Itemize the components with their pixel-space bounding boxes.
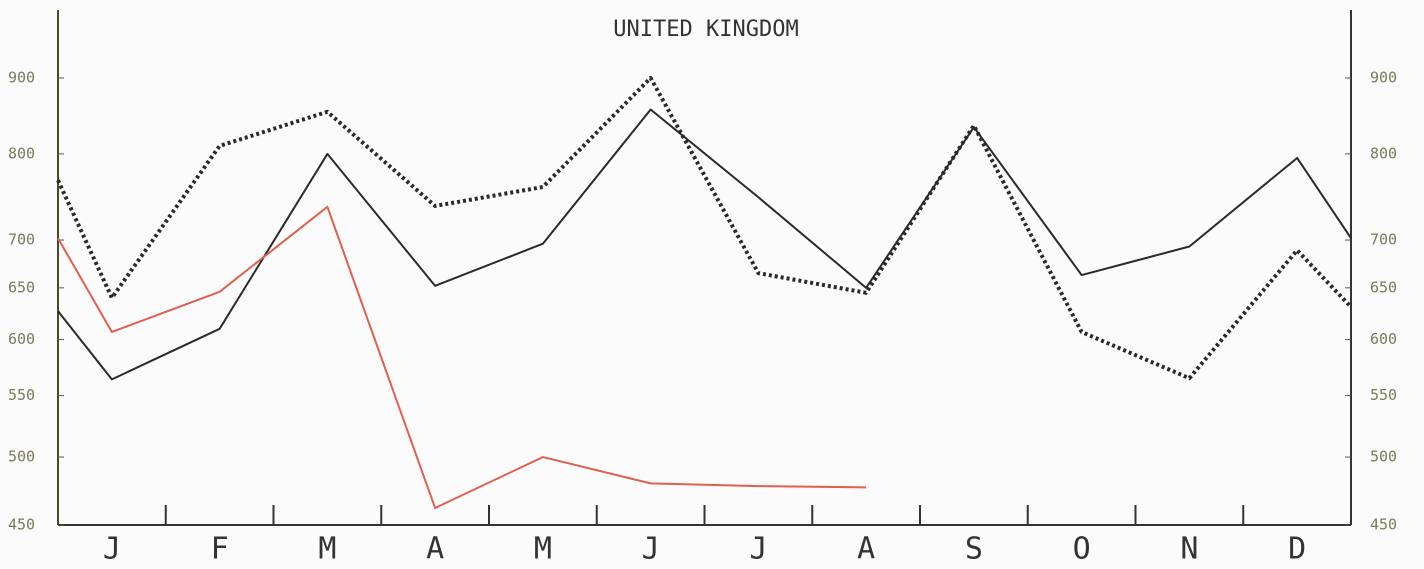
x-tick-label: O	[1073, 532, 1091, 567]
y-tick-label: 450	[8, 516, 35, 534]
y2-tick-label: 450	[1370, 516, 1397, 534]
y-tick-label: 550	[8, 386, 35, 404]
x-tick-label: F	[211, 532, 229, 567]
x-tick-label: D	[1288, 532, 1306, 567]
x-tick-label: M	[534, 532, 552, 567]
y2-tick-label: 600	[1370, 330, 1397, 348]
data-line	[57, 108, 1352, 381]
x-tick-label: A	[857, 532, 875, 567]
y-tick-label: 700	[8, 231, 35, 249]
y2-tick-label: 700	[1370, 231, 1397, 249]
chart-title: UNITED KINGDOM	[613, 17, 798, 42]
x-tick-label: S	[965, 532, 983, 567]
x-tick-label: J	[103, 532, 121, 567]
y-tick-label: 500	[8, 448, 35, 466]
x-tick-label: M	[318, 532, 336, 567]
x-tick-label: A	[426, 532, 444, 567]
x-tick-label: J	[642, 532, 660, 567]
y-tick-label: 600	[8, 330, 35, 348]
x-tick-label: J	[749, 532, 767, 567]
y-tick-label: 650	[8, 278, 35, 296]
y2-tick-label: 900	[1370, 68, 1397, 86]
x-tick-label: N	[1180, 532, 1198, 567]
y2-tick-label: 550	[1370, 386, 1397, 404]
data-line	[57, 205, 867, 510]
y2-tick-label: 500	[1370, 448, 1397, 466]
y2-tick-label: 800	[1370, 144, 1397, 162]
y-tick-label: 900	[8, 68, 35, 86]
y2-tick-label: 650	[1370, 278, 1397, 296]
y-tick-label: 800	[8, 144, 35, 162]
